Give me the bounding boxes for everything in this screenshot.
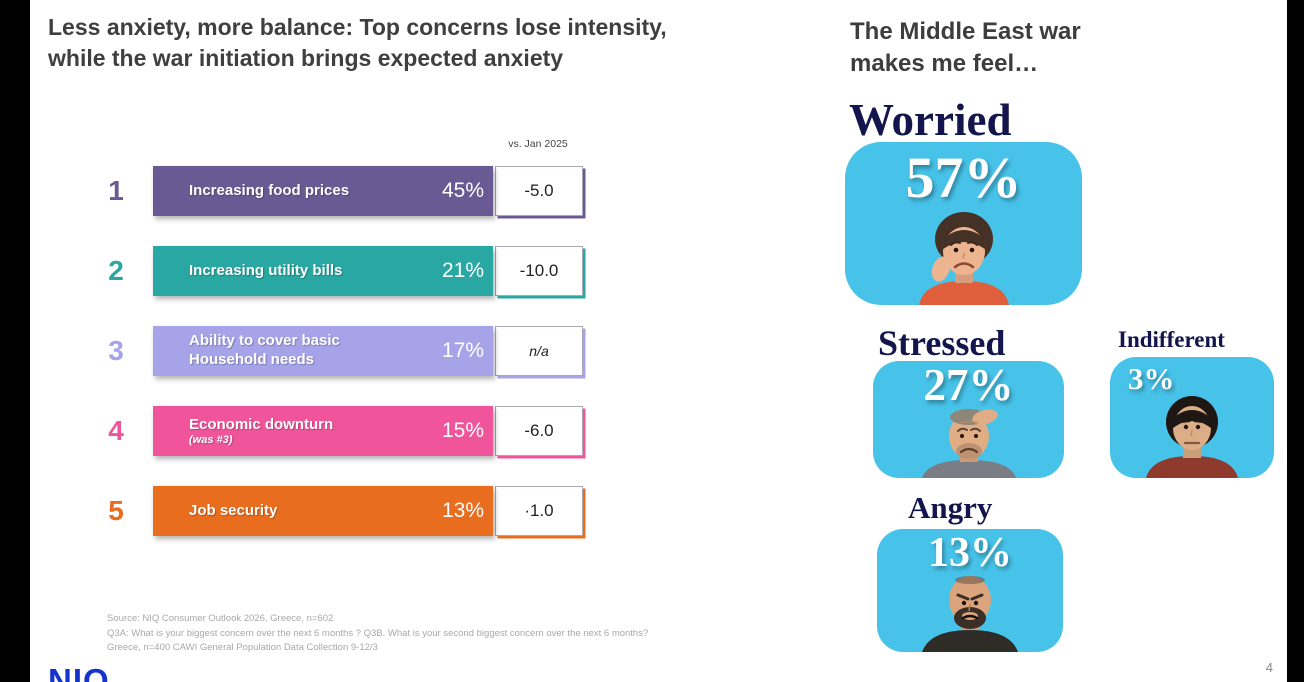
concern-value: 17% bbox=[441, 339, 484, 362]
page-title: Less anxiety, more balance: Top concerns… bbox=[48, 14, 667, 72]
source-line-2: Q3A: What is your biggest concern over t… bbox=[107, 627, 649, 639]
concern-value: 21% bbox=[441, 259, 484, 282]
concern-value: 15% bbox=[441, 419, 484, 442]
concerns-ranking-chart: 1 Increasing food prices 45% -5.0 2 Incr… bbox=[92, 166, 583, 566]
concern-bar: Ability to cover basic Household needs 1… bbox=[153, 326, 493, 376]
concern-rank: 1 bbox=[108, 175, 124, 206]
source-note: Source: NIQ Consumer Outlook 2026, Greec… bbox=[107, 612, 667, 656]
emotion-value-angry: 13% bbox=[928, 530, 1012, 576]
concern-bar: Increasing food prices 45% bbox=[153, 166, 493, 216]
concern-bar: Job security 13% bbox=[153, 486, 493, 536]
concern-change-value: -6.0 bbox=[524, 421, 554, 440]
concern-row-4: 4 Economic downturn (was #3) 15% -6.0 bbox=[92, 406, 583, 456]
concern-label: Ability to cover basic Household needs bbox=[189, 332, 340, 368]
page-number: 4 bbox=[1265, 660, 1273, 675]
concern-rank: 5 bbox=[108, 495, 124, 526]
concern-sublabel: (was #3) bbox=[189, 434, 233, 447]
concern-row-5: 5 Job security 13% ·1.0 bbox=[92, 486, 583, 536]
concern-change-value: -10.0 bbox=[519, 261, 559, 280]
concern-bar: Increasing utility bills 21% bbox=[153, 246, 493, 296]
concern-rank: 4 bbox=[108, 415, 124, 446]
concern-row-1: 1 Increasing food prices 45% -5.0 bbox=[92, 166, 583, 216]
stressed-face-image bbox=[921, 409, 1016, 478]
concern-label: Increasing utility bills bbox=[189, 261, 343, 279]
concern-change-value: n/a bbox=[529, 343, 549, 359]
emotion-tile-angry: 13% bbox=[877, 529, 1063, 652]
slide: Less anxiety, more balance: Top concerns… bbox=[30, 0, 1287, 682]
emotion-label-stressed: Stressed bbox=[878, 323, 1006, 363]
emotion-tile-worried: 57% bbox=[845, 142, 1082, 305]
concern-rank: 2 bbox=[108, 255, 124, 286]
concern-change-value: -5.0 bbox=[524, 181, 554, 200]
concern-value: 13% bbox=[441, 499, 484, 522]
emotion-value-indifferent: 3% bbox=[1128, 361, 1175, 396]
source-line-3: Greece, n=400 CAWI General Population Da… bbox=[107, 642, 378, 654]
concern-change-box: n/a bbox=[495, 326, 583, 376]
comparison-column-header: vs. Jan 2025 bbox=[508, 138, 568, 150]
emotion-tile-stressed: 27% bbox=[873, 361, 1064, 478]
indifferent-face-image bbox=[1146, 396, 1238, 478]
concern-row-2: 2 Increasing utility bills 21% -10.0 bbox=[92, 246, 583, 296]
concern-change-box: -10.0 bbox=[495, 246, 583, 296]
worried-face-image bbox=[918, 212, 1009, 305]
angry-face-image bbox=[922, 576, 1018, 652]
emotion-label-worried: Worried bbox=[849, 95, 1012, 145]
concern-bar: Economic downturn (was #3) 15% bbox=[153, 406, 493, 456]
concern-change-box: -6.0 bbox=[495, 406, 583, 456]
concern-change-box: -5.0 bbox=[495, 166, 583, 216]
emotion-value-worried: 57% bbox=[905, 145, 1022, 210]
concern-rank: 3 bbox=[108, 335, 124, 366]
concern-label: Job security bbox=[189, 501, 278, 519]
emotion-tile-indifferent: 3% bbox=[1110, 357, 1274, 478]
concern-value: 45% bbox=[441, 179, 484, 202]
concern-label: Increasing food prices bbox=[189, 181, 350, 199]
niq-logo: NIQ bbox=[48, 662, 110, 682]
emotion-label-indifferent: Indifferent bbox=[1118, 327, 1225, 352]
concern-label: Economic downturn bbox=[189, 415, 334, 433]
concern-change-box: ·1.0 bbox=[495, 486, 583, 536]
source-line-1: Source: NIQ Consumer Outlook 2026, Greec… bbox=[107, 613, 334, 624]
emotion-value-stressed: 27% bbox=[923, 361, 1014, 410]
feelings-heading: The Middle East war makes me feel… bbox=[850, 18, 1081, 77]
concern-change-value: ·1.0 bbox=[524, 501, 554, 520]
emotion-label-angry: Angry bbox=[908, 490, 993, 525]
concern-row-3: 3 Ability to cover basic Household needs… bbox=[92, 326, 583, 376]
